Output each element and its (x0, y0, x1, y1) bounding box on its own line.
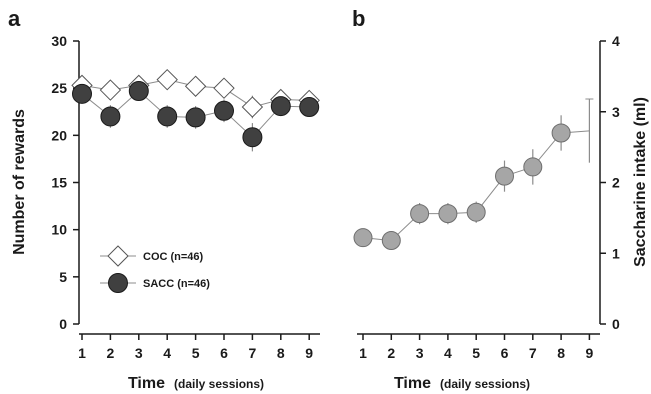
panel-a-x-tick-label: 7 (249, 345, 257, 361)
panel-a-series-2-point (72, 83, 92, 104)
panel-b-y-tick-label: 2 (612, 175, 620, 191)
panel-a-series-1-point (241, 96, 264, 118)
panel-b-x-tick-label: 9 (586, 345, 594, 361)
panel-b-x-tick-label: 8 (557, 345, 565, 361)
panel-a-series-1-point (156, 68, 178, 91)
panel-a-series-2-point (270, 96, 291, 117)
panel-a-x-tick-label: 9 (305, 345, 313, 361)
panel-a-series-2-point (128, 80, 149, 101)
panel-b-y-tick-label: 0 (612, 316, 620, 332)
panel-a-chart: 0 5 10 15 20 25 30 1 2 3 4 5 6 7 8 9 (51, 33, 320, 361)
panel-a-x-tick-label: 5 (192, 345, 200, 361)
panel-b-series-1-point (353, 228, 373, 248)
panel-a-x-axis-title: Time (daily sessions) (128, 375, 264, 392)
panel-letter-a: a (8, 6, 21, 31)
panel-b-y-tick-label: 1 (612, 245, 620, 261)
panel-b-series-1-point (551, 123, 571, 143)
panel-a-x-tick-label: 1 (78, 345, 86, 361)
panel-a-series-1-point (99, 79, 122, 101)
panel-a-y-tick-label: 10 (51, 222, 67, 238)
panel-letter-b: b (352, 6, 365, 31)
panel-a-series-1-point (184, 75, 207, 97)
panel-b-x-tick-label: 3 (416, 345, 424, 361)
panel-b-x-tick-label: 4 (444, 345, 452, 361)
legend-label-coc: COC (n=46) (143, 251, 204, 263)
panel-b-y-tick-label: 4 (612, 33, 620, 49)
panel-a-series-2-point (242, 127, 263, 148)
panel-a-x-axis-title-sub: (daily sessions) (174, 377, 264, 391)
panel-b-x-axis-title-sub: (daily sessions) (440, 377, 530, 391)
panel-a-y-tick-label: 0 (59, 316, 67, 332)
panel-b-x-tick-label: 2 (387, 345, 395, 361)
panel-a-series-2-point (185, 107, 206, 128)
panel-b-x-tick-label: 6 (501, 345, 509, 361)
legend-marker-coc (107, 245, 129, 267)
panel-a-x-tick-label: 2 (107, 345, 115, 361)
panel-a-series-2-point (100, 106, 121, 127)
panel-b-series-1-point (381, 231, 401, 251)
panel-b-x-axis-title: Time (daily sessions) (394, 375, 530, 392)
panel-a-series-2-point (157, 106, 178, 127)
panel-b-series-1-point (410, 204, 430, 224)
legend: COC (n=46) SACC (n=46) (100, 245, 210, 293)
panel-b-x-axis-title-main: Time (394, 375, 431, 392)
legend-marker-sacc (108, 273, 128, 293)
panel-b-series-1-line (362, 130, 590, 242)
legend-label-sacc: SACC (n=46) (143, 278, 210, 290)
panel-a-x-axis-title-main: Time (128, 375, 165, 392)
panel-b-series-1-point (438, 204, 458, 224)
panel-a-series-2-point (299, 97, 320, 118)
panel-a-y-tick-label: 15 (51, 175, 67, 191)
panel-a-y-tick-label: 20 (51, 127, 67, 143)
panel-b-chart: 0 1 2 3 4 1 2 3 4 5 6 7 8 9 (353, 33, 620, 361)
panel-a-series-2-point (214, 100, 234, 121)
panel-a-x-tick-label: 6 (220, 345, 228, 361)
panel-a-y-tick-label: 30 (51, 33, 67, 49)
panel-b-x-tick-label: 1 (359, 345, 367, 361)
panel-a-y-tick-label: 5 (59, 269, 67, 285)
panel-a-x-tick-label: 4 (163, 345, 171, 361)
panel-a-series-1-point (213, 77, 235, 99)
panel-a-y-tick-label: 25 (51, 80, 67, 96)
panel-b-series-1-point (495, 166, 514, 186)
panel-a-x-tick-label: 8 (277, 345, 285, 361)
panel-b-series-1-point (523, 157, 543, 177)
panel-b-y-axis-title: Saccharine intake (ml) (632, 97, 649, 267)
panel-b-x-tick-label: 5 (472, 345, 480, 361)
panel-b-x-tick-label: 7 (529, 345, 537, 361)
panel-a-x-tick-label: 3 (135, 345, 143, 361)
panel-b-series-1-point (466, 202, 486, 222)
panel-b-y-tick-label: 3 (612, 104, 620, 120)
panel-a-y-axis-title: Number of rewards (11, 109, 28, 255)
